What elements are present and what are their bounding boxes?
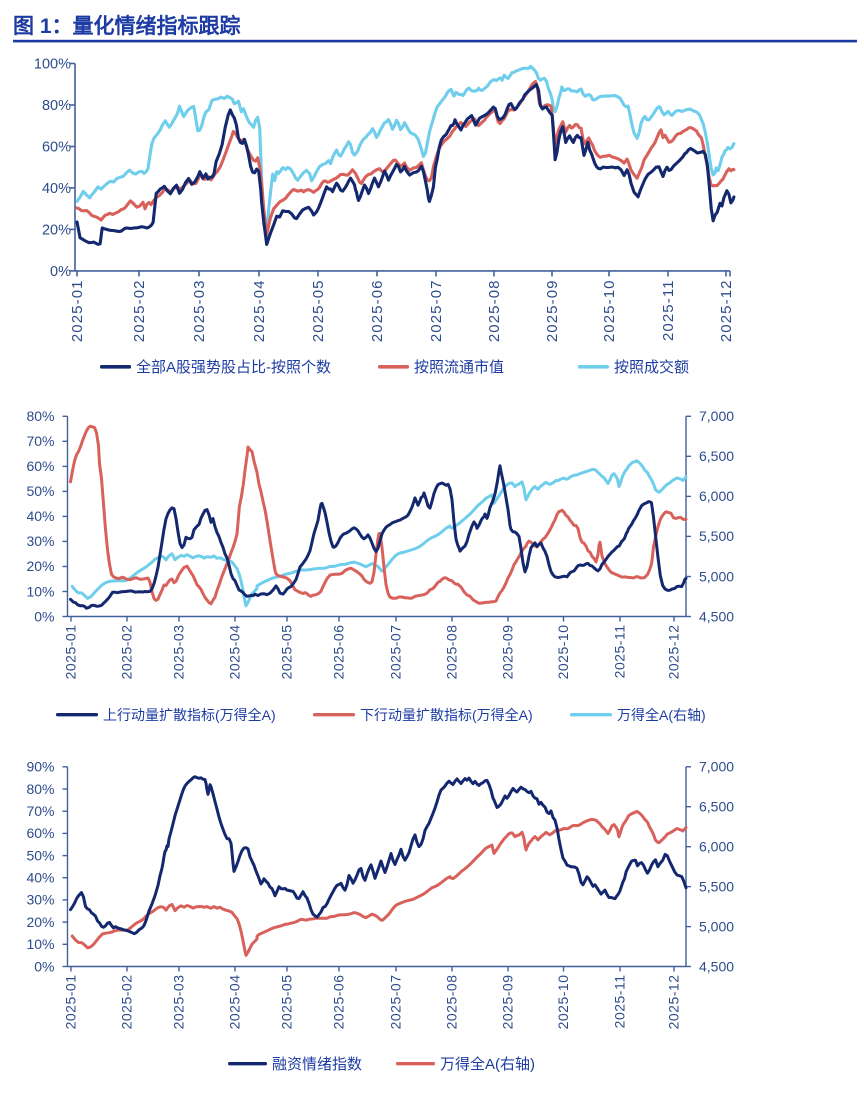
svg-text:2025-04: 2025-04	[227, 625, 243, 680]
svg-text:2025-08: 2025-08	[444, 975, 460, 1030]
svg-text:2025-10: 2025-10	[555, 625, 571, 680]
svg-text:2025-03: 2025-03	[171, 975, 187, 1030]
svg-text:6,000: 6,000	[699, 839, 734, 855]
svg-text:0%: 0%	[50, 264, 71, 280]
svg-text:30%: 30%	[26, 892, 54, 908]
svg-text:2025-02: 2025-02	[119, 625, 135, 680]
svg-text:50%: 50%	[26, 483, 54, 499]
svg-text:按照成交额: 按照成交额	[614, 358, 689, 376]
svg-text:40%: 40%	[26, 870, 54, 886]
svg-text:70%: 70%	[26, 803, 54, 819]
svg-text:80%: 80%	[42, 98, 71, 114]
svg-text:50%: 50%	[26, 847, 54, 863]
svg-text:2025-01: 2025-01	[63, 975, 79, 1030]
svg-text:0%: 0%	[34, 608, 54, 624]
svg-text:60%: 60%	[26, 825, 54, 841]
svg-text:2025-07: 2025-07	[388, 625, 404, 680]
svg-text:100%: 100%	[34, 57, 71, 73]
svg-text:5,500: 5,500	[699, 528, 734, 544]
svg-text:2025-11: 2025-11	[612, 975, 628, 1029]
svg-text:全部A股强势股占比-按照个数: 全部A股强势股占比-按照个数	[136, 358, 331, 376]
svg-text:2025-07: 2025-07	[428, 279, 445, 342]
svg-text:2025-06: 2025-06	[331, 625, 347, 680]
svg-text:0%: 0%	[34, 958, 54, 974]
svg-text:20%: 20%	[26, 914, 54, 930]
svg-text:6,500: 6,500	[699, 448, 734, 464]
svg-text:2025-11: 2025-11	[660, 279, 677, 341]
svg-text:5,000: 5,000	[699, 568, 734, 584]
svg-text:2025-07: 2025-07	[388, 975, 404, 1030]
svg-text:60%: 60%	[42, 140, 71, 156]
svg-text:80%: 80%	[26, 781, 54, 797]
svg-text:按照流通市值: 按照流通市值	[414, 359, 504, 376]
svg-text:30%: 30%	[26, 533, 54, 549]
svg-text:4,500: 4,500	[699, 608, 734, 624]
svg-text:2025-12: 2025-12	[666, 975, 682, 1030]
svg-text:2025-10: 2025-10	[555, 975, 571, 1030]
svg-text:2025-05: 2025-05	[279, 625, 295, 680]
svg-text:40%: 40%	[26, 508, 54, 524]
svg-text:5,500: 5,500	[699, 878, 734, 894]
svg-text:2025-04: 2025-04	[227, 975, 243, 1030]
svg-text:融资情绪指数: 融资情绪指数	[272, 1056, 362, 1073]
svg-text:万得全A(右轴): 万得全A(右轴)	[617, 707, 706, 723]
svg-text:60%: 60%	[26, 458, 54, 474]
svg-text:40%: 40%	[42, 181, 71, 197]
svg-text:2025-09: 2025-09	[500, 625, 516, 680]
svg-text:7,000: 7,000	[699, 408, 734, 424]
svg-text:20%: 20%	[26, 558, 54, 574]
svg-text:6,000: 6,000	[699, 488, 734, 504]
svg-text:2025-05: 2025-05	[310, 279, 327, 342]
svg-text:90%: 90%	[26, 759, 54, 775]
svg-text:2025-11: 2025-11	[612, 625, 628, 679]
svg-text:2025-09: 2025-09	[544, 279, 561, 342]
svg-text:6,500: 6,500	[699, 799, 734, 815]
svg-text:7,000: 7,000	[699, 759, 734, 775]
svg-text:2025-05: 2025-05	[279, 975, 295, 1030]
svg-text:2025-04: 2025-04	[251, 279, 268, 342]
svg-text:10%: 10%	[26, 583, 54, 599]
svg-text:2025-08: 2025-08	[486, 279, 503, 342]
svg-text:2025-12: 2025-12	[718, 279, 735, 342]
svg-text:图 1：量化情绪指标跟踪: 图 1：量化情绪指标跟踪	[13, 14, 241, 38]
svg-text:80%: 80%	[26, 408, 54, 424]
svg-text:万得全A(右轴): 万得全A(右轴)	[440, 1055, 535, 1073]
svg-text:5,000: 5,000	[699, 918, 734, 934]
svg-text:2025-01: 2025-01	[63, 625, 79, 680]
svg-text:2025-08: 2025-08	[444, 625, 460, 680]
svg-text:10%: 10%	[26, 936, 54, 952]
svg-text:2025-06: 2025-06	[369, 279, 386, 342]
svg-text:上行动量扩散指标(万得全A): 上行动量扩散指标(万得全A)	[103, 707, 276, 723]
svg-text:2025-06: 2025-06	[331, 975, 347, 1030]
svg-text:2025-03: 2025-03	[191, 279, 208, 342]
svg-text:下行动量扩散指标(万得全A): 下行动量扩散指标(万得全A)	[360, 707, 533, 723]
svg-text:4,500: 4,500	[699, 958, 734, 974]
svg-text:20%: 20%	[42, 222, 71, 238]
svg-text:2025-09: 2025-09	[500, 975, 516, 1030]
svg-text:70%: 70%	[26, 433, 54, 449]
svg-text:2025-10: 2025-10	[601, 279, 618, 342]
svg-text:2025-02: 2025-02	[131, 279, 148, 342]
svg-text:2025-02: 2025-02	[119, 975, 135, 1030]
svg-text:2025-01: 2025-01	[69, 279, 86, 342]
svg-text:2025-03: 2025-03	[171, 625, 187, 680]
svg-text:2025-12: 2025-12	[666, 625, 682, 680]
